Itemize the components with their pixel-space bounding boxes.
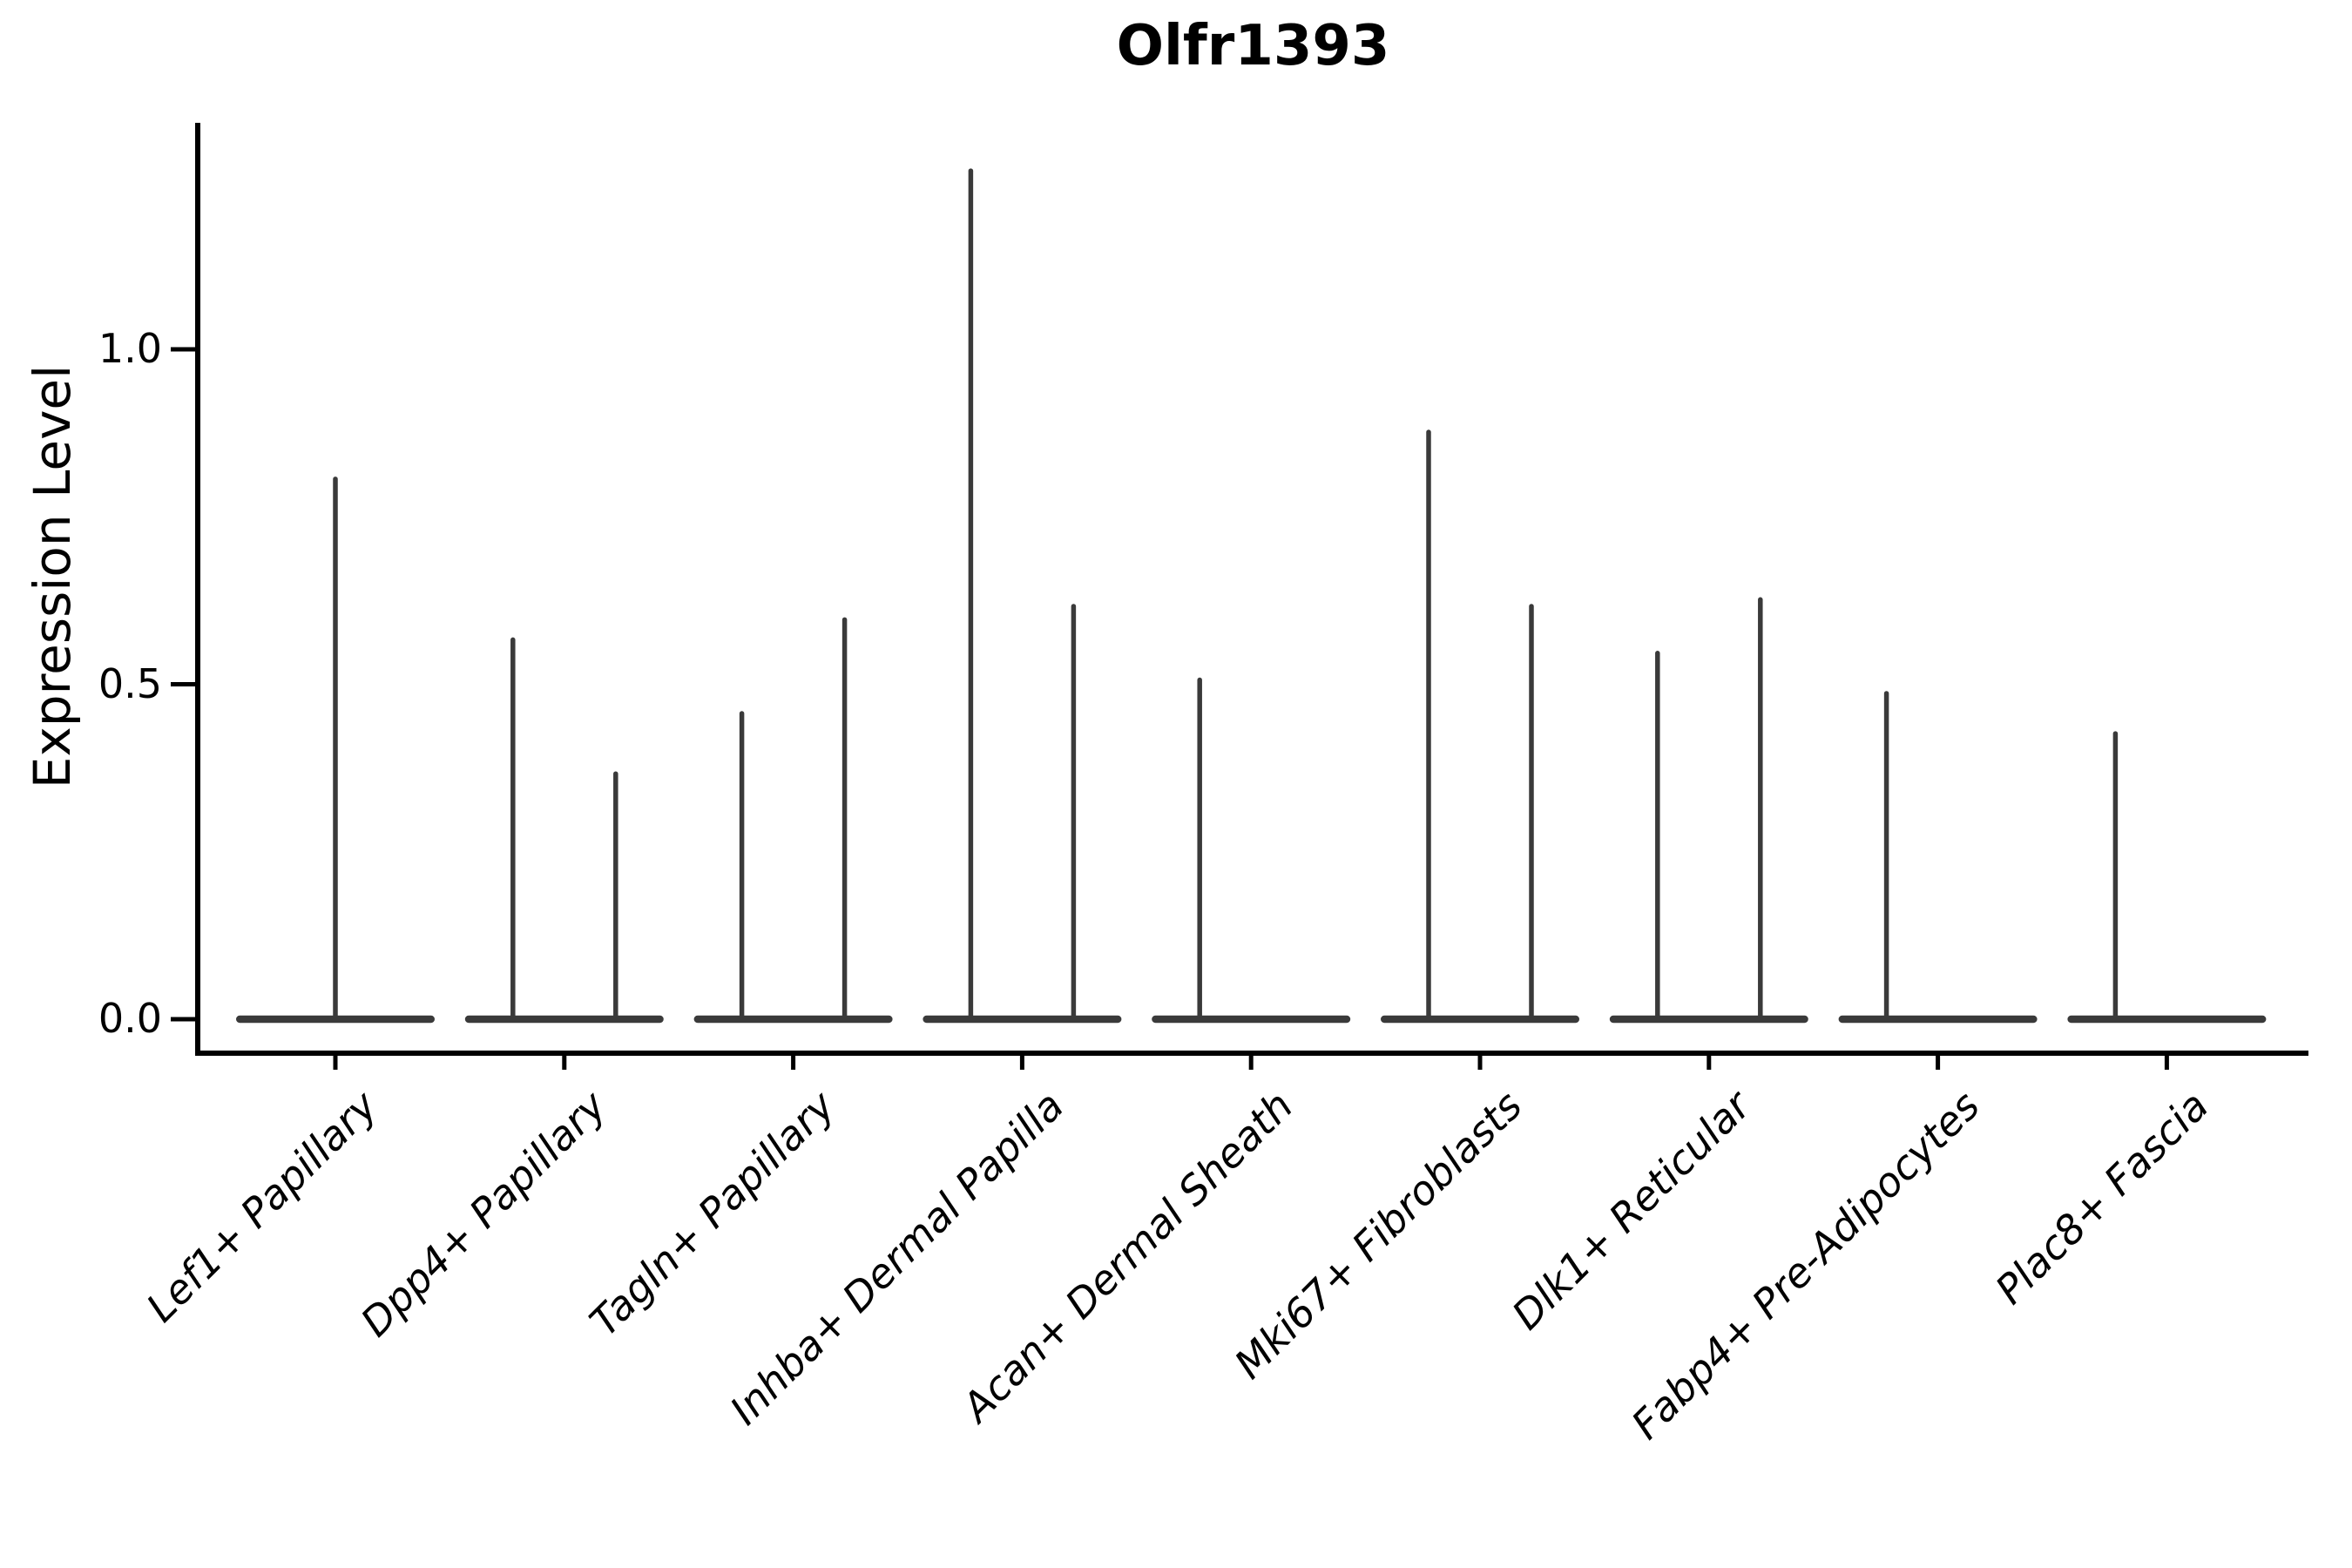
y-tick (171, 682, 195, 686)
violin-spike (333, 476, 338, 1021)
x-tick (1248, 1056, 1254, 1070)
violin-spike (1655, 651, 1660, 1021)
violin-spike (739, 711, 745, 1021)
x-tick (333, 1056, 338, 1070)
violin-base (923, 1015, 1122, 1024)
violin-spike (1197, 677, 1202, 1021)
chart-title: Olfr1393 (1116, 14, 1390, 78)
x-tick (562, 1056, 567, 1070)
x-axis-spine (195, 1051, 2308, 1056)
x-tick (1707, 1056, 1712, 1070)
violin-base (1381, 1015, 1579, 1024)
x-tick (1936, 1056, 1941, 1070)
y-tick-label: 0.5 (98, 659, 162, 707)
y-axis-spine (195, 123, 200, 1056)
violin-spike (1758, 597, 1763, 1021)
violin-spike (1071, 604, 1077, 1021)
violin-spike (968, 168, 974, 1021)
violin-base (1838, 1015, 2038, 1024)
violin-base (1609, 1015, 1808, 1024)
y-tick (171, 347, 195, 352)
violin-base (464, 1015, 664, 1024)
violin-base (1152, 1015, 1351, 1024)
violin-spike (1883, 691, 1889, 1021)
y-tick-label: 1.0 (98, 324, 162, 372)
violin-spike (1529, 604, 1534, 1021)
x-tick (791, 1056, 796, 1070)
x-tick (1477, 1056, 1483, 1070)
violin-spike (1426, 429, 1431, 1021)
violin-spike (2112, 731, 2119, 1021)
x-tick (2164, 1056, 2169, 1070)
violin-spike (510, 637, 516, 1021)
violin-base (693, 1015, 893, 1024)
y-tick (171, 1017, 195, 1022)
violin-spike (613, 771, 618, 1021)
x-tick (1019, 1056, 1024, 1070)
violin-spike (841, 617, 848, 1021)
y-tick-label: 0.0 (98, 994, 162, 1042)
violin-base (2067, 1015, 2267, 1024)
